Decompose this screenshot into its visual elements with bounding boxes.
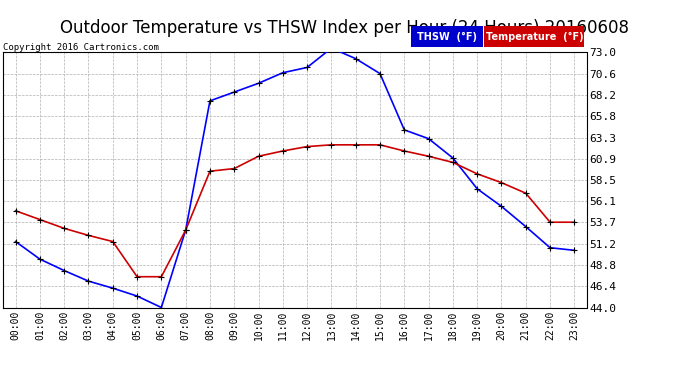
Text: THSW  (°F): THSW (°F) xyxy=(417,32,477,42)
Text: Copyright 2016 Cartronics.com: Copyright 2016 Cartronics.com xyxy=(3,43,159,52)
Text: Outdoor Temperature vs THSW Index per Hour (24 Hours) 20160608: Outdoor Temperature vs THSW Index per Ho… xyxy=(61,19,629,37)
Text: Temperature  (°F): Temperature (°F) xyxy=(486,32,583,42)
